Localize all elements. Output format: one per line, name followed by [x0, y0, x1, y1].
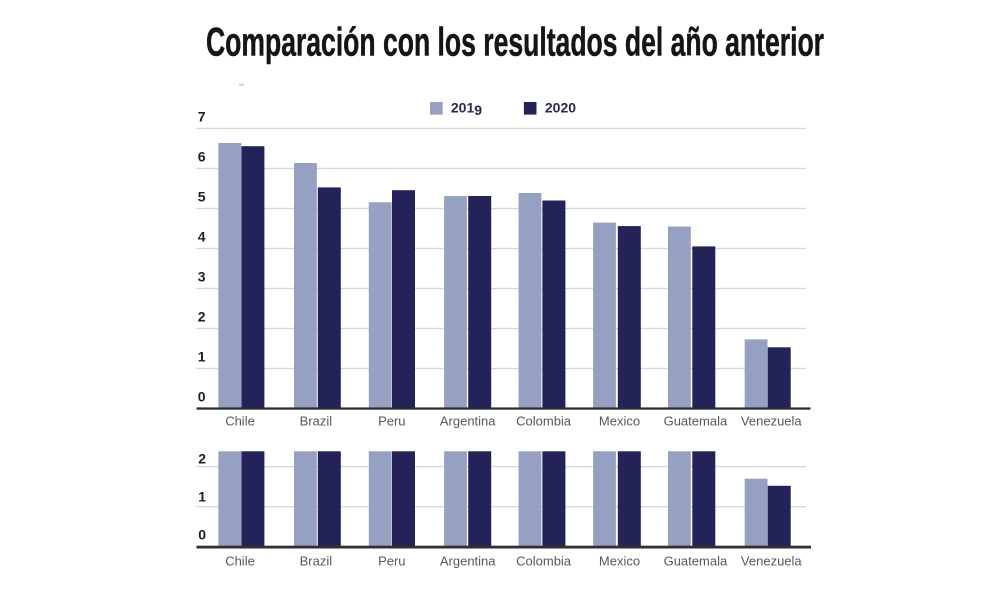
svg-text:Guatemala: Guatemala [664, 414, 728, 429]
svg-text:1: 1 [198, 489, 206, 505]
svg-text:4: 4 [198, 229, 206, 245]
svg-text:2019: 2019 [451, 100, 482, 118]
svg-text:Brazil: Brazil [300, 554, 333, 569]
svg-text:Argentina: Argentina [440, 414, 496, 429]
svg-text:Peru: Peru [378, 414, 405, 429]
svg-text:Venezuela: Venezuela [741, 414, 802, 429]
svg-text:2020: 2020 [545, 100, 576, 116]
svg-text:1: 1 [198, 349, 206, 365]
svg-text:Mexico: Mexico [599, 414, 640, 429]
svg-text:Venezuela: Venezuela [741, 554, 802, 569]
svg-text:0: 0 [198, 527, 206, 543]
svg-text:Colombia: Colombia [516, 414, 572, 429]
svg-text:6: 6 [198, 149, 206, 165]
svg-text:Peru: Peru [378, 554, 405, 569]
svg-text:7: 7 [198, 109, 206, 125]
svg-text:2: 2 [198, 450, 206, 466]
svg-text:Chile: Chile [225, 554, 255, 569]
svg-text:2: 2 [198, 309, 206, 325]
svg-text:Brazil: Brazil [300, 414, 333, 429]
svg-text:0: 0 [198, 389, 206, 405]
svg-text:Colombia: Colombia [516, 554, 572, 569]
svg-text:Mexico: Mexico [599, 554, 640, 569]
svg-text:5: 5 [198, 189, 206, 205]
svg-text:Guatemala: Guatemala [664, 554, 728, 569]
svg-text:Argentina: Argentina [440, 554, 496, 569]
svg-text:Chile: Chile [225, 414, 255, 429]
svg-text:Comparación con los resultados: Comparación con los resultados del año a… [206, 20, 824, 64]
svg-text:3: 3 [198, 269, 206, 285]
